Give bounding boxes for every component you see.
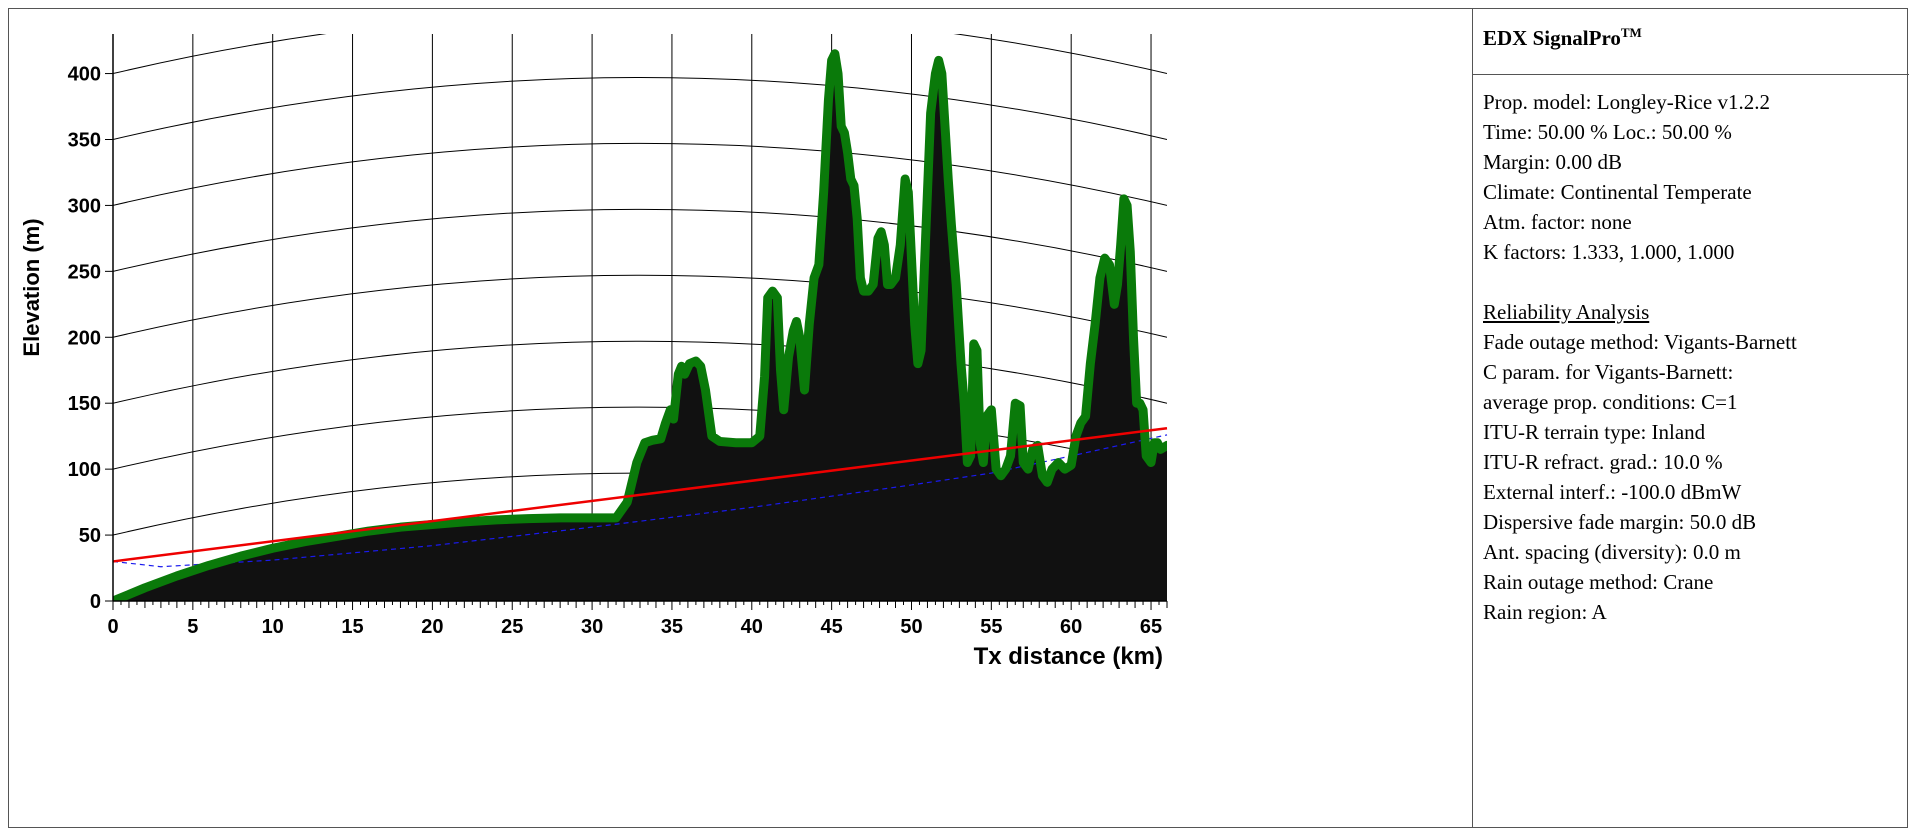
x-tick-label: 40 <box>741 616 763 638</box>
product-name: EDX SignalPro <box>1483 26 1621 50</box>
x-tick-label: 35 <box>661 616 683 638</box>
fresnel-line <box>112 434 1168 568</box>
earth-curve <box>113 208 1167 272</box>
terrain-fill <box>113 53 1167 602</box>
param-line: Atm. factor: none <box>1483 210 1632 234</box>
info-panel-body: Prop. model: Longley-Rice v1.2.2 Time: 5… <box>1473 75 1909 627</box>
los-line <box>112 427 1168 563</box>
reliability-line: Dispersive fade margin: 50.0 dB <box>1483 510 1757 534</box>
earth-curve <box>113 274 1167 338</box>
spacer <box>1483 267 1909 297</box>
reliability-line: External interf.: -100.0 dBmW <box>1483 480 1742 504</box>
param-line: Climate: Continental Temperate <box>1483 180 1752 204</box>
reliability-line: C param. for Vigants-Barnett: <box>1483 360 1734 384</box>
earth-curve <box>113 340 1167 404</box>
x-tick-label: 55 <box>980 616 1002 638</box>
y-tick-label: 350 <box>68 129 101 151</box>
line-of-sight-series <box>112 427 1168 563</box>
reliability-line: ITU-R terrain type: Inland <box>1483 420 1706 444</box>
info-panel: EDX SignalProTM Prop. model: Longley-Ric… <box>1472 9 1909 827</box>
reliability-line: Ant. spacing (diversity): 0.0 m <box>1483 540 1741 564</box>
earth-curvature-grid <box>113 34 1167 601</box>
x-tick-label: 50 <box>900 616 922 638</box>
earth-curve <box>113 77 1167 140</box>
y-tick-label: 300 <box>68 195 101 217</box>
terrain-line <box>113 49 1167 601</box>
x-axis-label: Tx distance (km) <box>974 643 1163 670</box>
x-tick-label: 60 <box>1060 616 1082 638</box>
x-tick-label: 5 <box>187 616 198 638</box>
reliability-line: average prop. conditions: C=1 <box>1483 390 1738 414</box>
reliability-line: ITU-R refract. grad.: 10.0 % <box>1483 450 1723 474</box>
y-tick-label: 150 <box>68 393 101 415</box>
x-tick-label: 65 <box>1140 616 1162 638</box>
fresnel-series <box>112 434 1168 568</box>
param-line: Time: 50.00 % Loc.: 50.00 % <box>1483 120 1732 144</box>
y-tick-label: 200 <box>68 327 101 349</box>
x-tick-label: 45 <box>821 616 843 638</box>
y-tick-label: 250 <box>68 261 101 283</box>
y-axis-ticks: 0 50 100 150 200 250 300 350 400 <box>68 64 113 613</box>
x-tick-label: 30 <box>581 616 603 638</box>
param-line: K factors: 1.333, 1.000, 1.000 <box>1483 240 1735 264</box>
y-axis-label: Elevation (m) <box>19 218 44 356</box>
product-title: EDX SignalProTM <box>1483 25 1642 50</box>
terrain-area <box>113 53 1167 602</box>
reliability-line: Rain outage method: Crane <box>1483 570 1714 594</box>
param-line: Margin: 0.00 dB <box>1483 150 1623 174</box>
y-tick-label: 50 <box>79 525 101 547</box>
x-tick-label: 10 <box>262 616 284 638</box>
y-tick-label: 100 <box>68 459 101 481</box>
reliability-heading: Reliability Analysis <box>1483 300 1650 324</box>
elevation-profile-chart: 0 5 10 15 20 25 30 35 40 45 50 55 60 65 0 50 100 150 200 2… <box>9 9 1473 827</box>
x-tick-label: 20 <box>421 616 443 638</box>
x-tick-label: 0 <box>107 616 118 638</box>
info-panel-header: EDX SignalProTM <box>1473 9 1909 75</box>
y-tick-label: 0 <box>90 591 101 613</box>
earth-curve <box>113 34 1167 75</box>
reliability-line: Fade outage method: Vigants-Barnett <box>1483 330 1797 354</box>
trademark-mark: TM <box>1620 25 1642 40</box>
chart-svg: 0 5 10 15 20 25 30 35 40 45 50 55 60 65 0 50 100 150 200 2… <box>19 34 1168 670</box>
reliability-line: Rain region: A <box>1483 600 1607 624</box>
report-frame: 0 5 10 15 20 25 30 35 40 45 50 55 60 65 0 50 100 150 200 2… <box>8 8 1909 828</box>
param-line: Prop. model: Longley-Rice v1.2.2 <box>1483 90 1770 114</box>
terrain-series <box>113 49 1167 601</box>
x-axis-ticks: 0 5 10 15 20 25 30 35 40 45 50 55 60 65 <box>107 601 1168 638</box>
x-tick-label: 15 <box>341 616 363 638</box>
x-tick-label: 25 <box>501 616 523 638</box>
y-tick-label: 400 <box>68 64 101 86</box>
earth-curve <box>113 142 1167 206</box>
